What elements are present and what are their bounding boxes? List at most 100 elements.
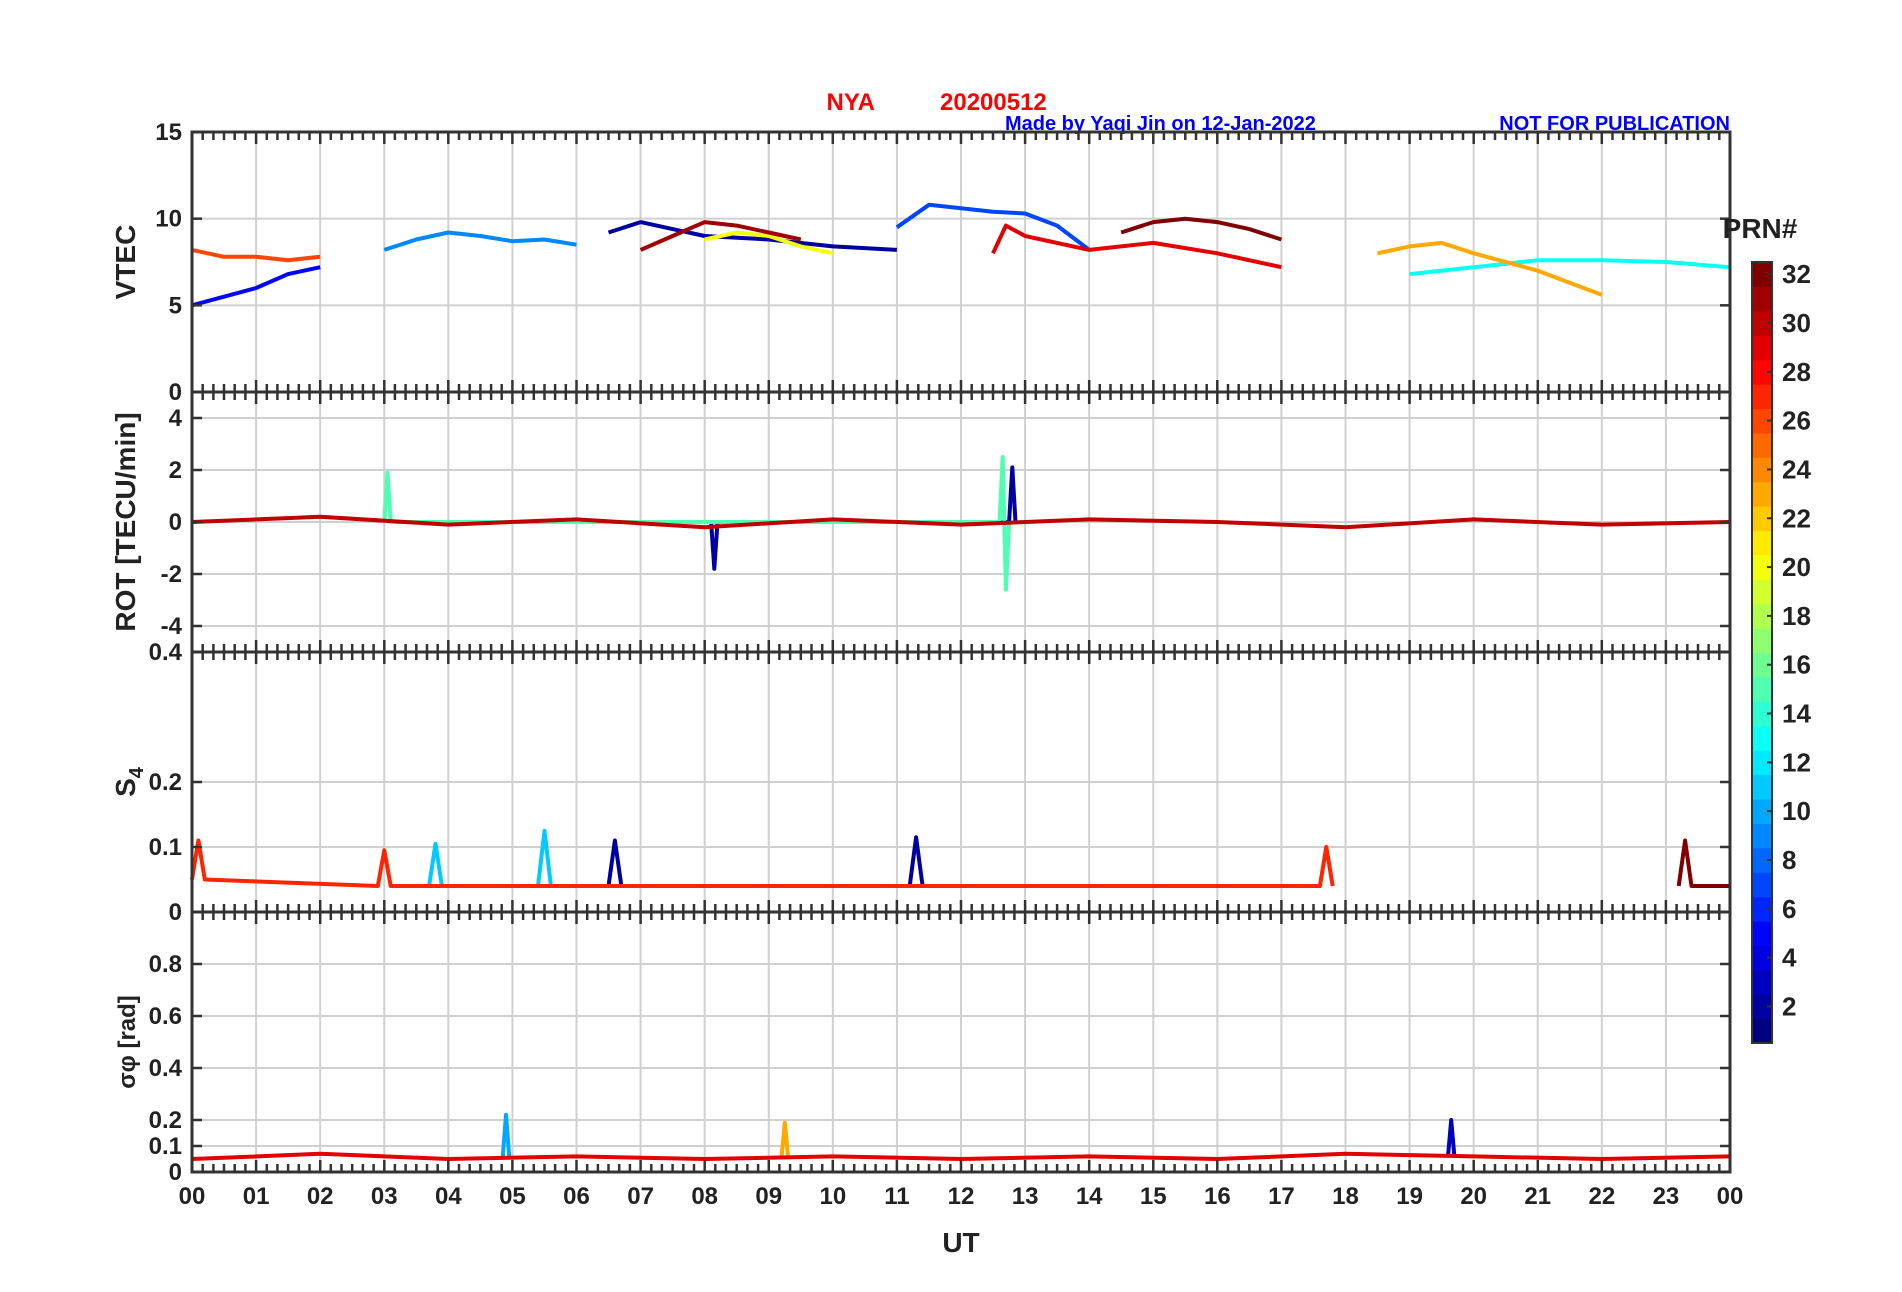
colorbar-segment xyxy=(1752,335,1772,361)
series-vtec-prn-2 xyxy=(607,220,898,252)
y-axis-label-s4: S4 xyxy=(110,766,148,797)
x-ticks xyxy=(190,652,1732,912)
y-tick-label: 0.4 xyxy=(149,639,183,666)
x-tick-label: 15 xyxy=(1140,1183,1167,1210)
panel-s4: 0 0.1 0.2 0.4 S4 xyxy=(110,639,1732,926)
y-tick-label: 0.2 xyxy=(149,1107,182,1134)
y-tick-label: 0.1 xyxy=(149,1133,182,1160)
x-tick-label: 03 xyxy=(371,1183,398,1210)
series-sigma-prn-29 xyxy=(191,1151,1731,1161)
colorbar-tick-label: 26 xyxy=(1782,406,1811,436)
colorbar-segment xyxy=(1752,384,1772,409)
panel-rot: -4 -2 0 2 4 ROT [TECU/min] xyxy=(110,390,1732,654)
colorbar-segment xyxy=(1752,506,1772,532)
colorbar-tick-label: 32 xyxy=(1782,259,1811,289)
x-tick-label: 18 xyxy=(1332,1183,1359,1210)
series-sigma-prn-10 xyxy=(500,1112,512,1157)
series-vtec-prn-5 xyxy=(191,265,321,308)
series-rot-prn-2 xyxy=(709,465,1018,571)
x-tick-label: 16 xyxy=(1204,1183,1231,1210)
y-tick-label: 5 xyxy=(169,292,182,319)
colorbar-segment xyxy=(1752,530,1772,556)
series-rot-prn-30 xyxy=(191,514,1731,530)
x-tick-label: 23 xyxy=(1653,1183,1680,1210)
y-tick-label: 0 xyxy=(169,899,182,926)
y-axis-label-sigma: σφ [rad] xyxy=(114,995,141,1089)
title-station: NYA xyxy=(827,89,875,116)
x-tick-label: 20 xyxy=(1460,1183,1487,1210)
series-vtec-prn-31 xyxy=(639,220,802,252)
colorbar-segment xyxy=(1752,921,1772,946)
x-tick-label: 04 xyxy=(435,1183,462,1210)
colorbar-segment xyxy=(1752,457,1772,483)
colorbar-tick-label: 2 xyxy=(1782,991,1796,1021)
x-tick-label: 06 xyxy=(563,1183,590,1210)
colorbar-segment xyxy=(1752,676,1772,702)
y-tick-label: 0 xyxy=(169,379,182,406)
series-sigma-prn-23 xyxy=(779,1120,790,1157)
x-tick-label: 02 xyxy=(307,1183,334,1210)
y-axis-label-vtec: VTEC xyxy=(110,225,141,300)
y-tick-label: 0.4 xyxy=(149,1055,183,1082)
colorbar-segment xyxy=(1752,945,1772,971)
colorbar-segment xyxy=(1752,969,1772,995)
colorbar-segment xyxy=(1752,579,1772,605)
panel-sigma: 00.10.2 0.4 0.6 0.8 σφ [rad] xyxy=(114,910,1732,1186)
x-tick-label: 01 xyxy=(243,1183,270,1210)
colorbar-tick-label: 6 xyxy=(1782,894,1796,924)
series-vtec-prn-32 xyxy=(1120,216,1283,242)
colorbar-segment xyxy=(1752,701,1772,727)
y-tick-label: 0 xyxy=(169,1159,182,1186)
x-tick-label: 10 xyxy=(819,1183,846,1210)
y-axis-label-rot: ROT [TECU/min] xyxy=(110,412,141,631)
colorbar-tick-label: 8 xyxy=(1782,845,1796,875)
colorbar-tick-label: 22 xyxy=(1782,503,1811,533)
y-tick-label: 0 xyxy=(169,509,182,536)
series-vtec-prn-26 xyxy=(191,247,321,263)
colorbar-segment xyxy=(1752,262,1772,287)
x-ticks xyxy=(190,132,1732,392)
colorbar-segment xyxy=(1752,432,1772,458)
x-tick-label: 00 xyxy=(179,1183,206,1210)
series-sigma-prn-3 xyxy=(1446,1118,1457,1157)
x-tick-label: 19 xyxy=(1396,1183,1423,1210)
x-tick-label: 00 xyxy=(1717,1183,1744,1210)
x-ticks xyxy=(190,392,1732,652)
colorbar-title: PRN# xyxy=(1723,213,1798,244)
x-tick-label: 17 xyxy=(1268,1183,1295,1210)
series-vtec-prn-29 xyxy=(991,223,1282,270)
colorbar-segment xyxy=(1752,1018,1772,1044)
y-tick-label: -4 xyxy=(161,613,183,640)
colorbar-segment xyxy=(1752,798,1772,824)
series-s4-prn-32 xyxy=(1676,838,1730,888)
colorbar-tick-label: 10 xyxy=(1782,796,1811,826)
series-vtec-prn-7 xyxy=(895,202,1091,252)
colorbar-segment xyxy=(1752,310,1772,336)
x-tick-label: 08 xyxy=(691,1183,718,1210)
series-vtec-prn-20 xyxy=(704,230,834,256)
x-tick-label: 09 xyxy=(755,1183,782,1210)
y-tick-label: 4 xyxy=(169,405,183,432)
y-tick-label: 0.8 xyxy=(149,951,182,978)
colorbar-tick-label: 12 xyxy=(1782,747,1811,777)
x-ticks xyxy=(190,912,1732,1172)
colorbar-segment xyxy=(1752,994,1772,1020)
colorbar-segment xyxy=(1752,652,1772,678)
y-tick-label: 0.6 xyxy=(149,1003,182,1030)
colorbar-tick-label: 4 xyxy=(1782,943,1797,973)
colorbar-segment xyxy=(1752,554,1772,580)
y-tick-label: 0.2 xyxy=(149,769,182,796)
x-tick-label: 14 xyxy=(1076,1183,1103,1210)
colorbar-tick-label: 28 xyxy=(1782,357,1811,387)
x-tick-label: 07 xyxy=(627,1183,654,1210)
colorbar-segment xyxy=(1752,774,1772,800)
colorbar-segment xyxy=(1752,628,1772,654)
title-credit: Made by Yaqi Jin on 12-Jan-2022 xyxy=(1005,113,1316,135)
colorbar-segment xyxy=(1752,408,1772,434)
y-tick-label: -2 xyxy=(161,561,182,588)
title-date: 20200512 xyxy=(940,89,1047,116)
colorbar-segment xyxy=(1752,872,1772,898)
